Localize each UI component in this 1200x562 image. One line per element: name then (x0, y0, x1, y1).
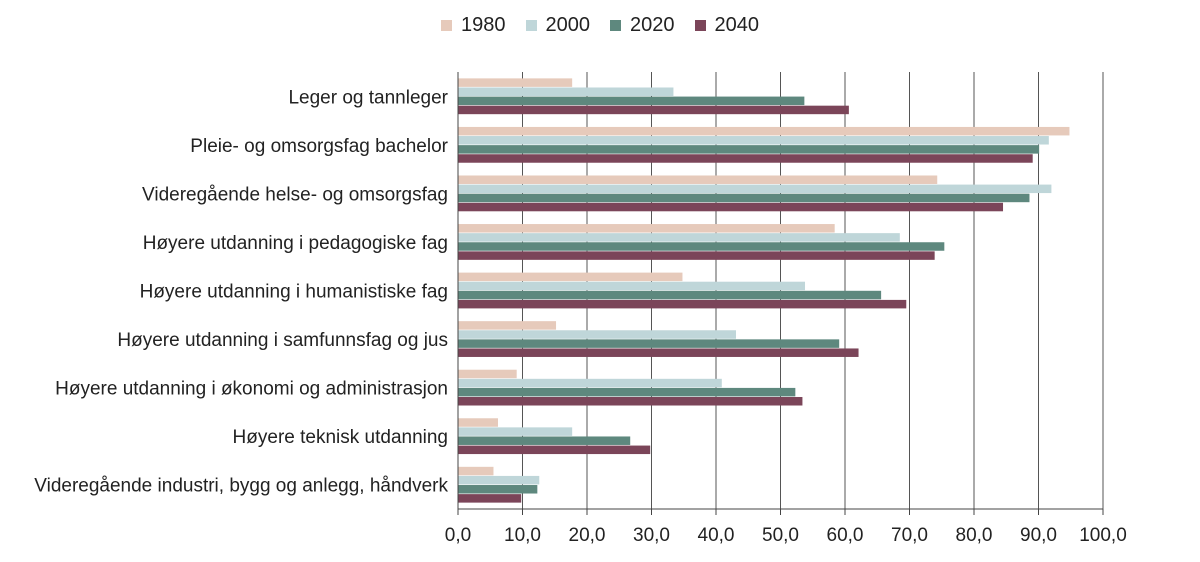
bars (458, 78, 1070, 503)
gridlines (522, 72, 1104, 509)
bar-2000 (458, 281, 806, 291)
bar-2040 (458, 348, 859, 357)
bar-2000 (458, 330, 736, 339)
bar-2020 (458, 387, 796, 397)
x-tick-label: 80,0 (956, 525, 993, 546)
x-tick-label: 30,0 (633, 525, 670, 546)
bar-1980 (458, 78, 573, 87)
bar-1980 (458, 321, 557, 330)
bar-2000 (458, 378, 722, 388)
bar-2000 (458, 184, 1052, 194)
bar-2020 (458, 485, 538, 494)
bar-1980 (458, 224, 835, 233)
legend-label: 2020 (630, 14, 675, 36)
bar-1980 (458, 369, 517, 379)
legend-label: 2040 (714, 14, 760, 36)
category-label: Videregående helse- og omsorgsfag (142, 184, 448, 205)
legend-swatch (525, 20, 537, 31)
legend-item-2000: 2000 (525, 14, 591, 37)
category-label: Videregående industri, bygg og anlegg, h… (34, 476, 448, 497)
legend-item-2040: 2040 (694, 14, 760, 37)
bar-2020 (458, 436, 631, 445)
category-label: Høyere utdanning i samfunnsfag og jus (117, 330, 448, 351)
category-label: Høyere teknisk utdanning (233, 427, 448, 448)
bar-2020 (458, 96, 805, 106)
bar-2040 (458, 154, 1033, 163)
bar-2040 (458, 202, 1004, 212)
bar-2000 (458, 87, 674, 96)
bar-1980 (458, 272, 683, 282)
bar-2040 (458, 299, 907, 309)
x-tick-label: 20,0 (569, 525, 606, 546)
chart-legend: 1980 2000 2020 2040 (0, 14, 1200, 37)
legend-item-2020: 2020 (610, 14, 675, 37)
legend-label: 2000 (545, 14, 591, 36)
x-tick-label: 60,0 (827, 525, 864, 546)
bar-2020 (458, 193, 1030, 203)
bar-1980 (458, 126, 1070, 136)
bar-2040 (458, 251, 935, 260)
x-tick-label: 0,0 (445, 525, 471, 546)
bar-2040 (458, 445, 651, 455)
bar-2040 (458, 397, 803, 406)
category-label: Pleie- og omsorgsfag bachelor (190, 136, 448, 157)
bar-2040 (458, 105, 849, 115)
bar-2020 (458, 242, 945, 251)
x-tick-label: 90,0 (1020, 525, 1057, 546)
category-label: Leger og tannleger (288, 87, 448, 108)
bar-1980 (458, 418, 498, 427)
bar-2020 (458, 145, 1040, 154)
bar-1980 (458, 175, 938, 184)
x-tick-label: 100,0 (1079, 525, 1127, 546)
bar-2000 (458, 427, 573, 436)
bar-2000 (458, 475, 540, 485)
x-tick-label: 70,0 (891, 525, 928, 546)
bar-2020 (458, 290, 882, 300)
category-label: Høyere utdanning i pedagogiske fag (143, 233, 448, 254)
category-label: Høyere utdanning i humanistiske fag (140, 282, 448, 303)
legend-label: 1980 (461, 14, 506, 36)
x-tick-label: 10,0 (504, 525, 541, 546)
bar-1980 (458, 466, 494, 476)
bar-2000 (458, 136, 1049, 145)
bar-2040 (458, 494, 522, 503)
legend-swatch (441, 20, 452, 31)
bar-2020 (458, 339, 840, 348)
x-tick-label: 40,0 (698, 525, 735, 546)
legend-item-1980: 1980 (441, 14, 506, 37)
bar-2000 (458, 233, 900, 242)
category-label: Høyere utdanning i økonomi og administra… (55, 379, 448, 400)
legend-swatch (694, 20, 706, 31)
x-tick-label: 50,0 (762, 525, 799, 546)
legend-swatch (610, 20, 621, 31)
